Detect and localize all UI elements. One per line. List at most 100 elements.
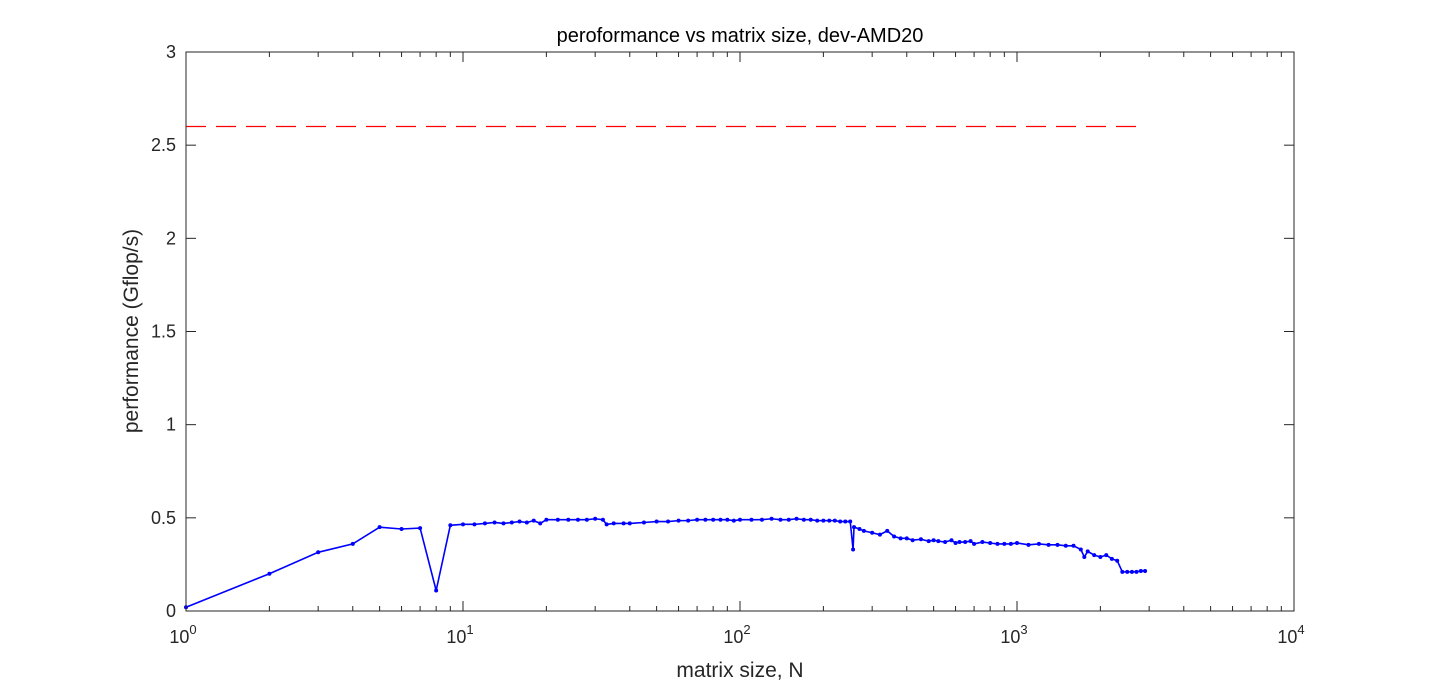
data-point — [936, 539, 941, 544]
data-point — [801, 517, 806, 522]
data-point — [686, 518, 691, 523]
x-axis-title: matrix size, N — [676, 659, 803, 682]
data-point — [492, 520, 497, 525]
data-point — [943, 540, 948, 545]
x-tick-label: 102 — [723, 622, 750, 647]
data-point — [711, 517, 716, 522]
data-point — [377, 525, 382, 530]
data-point — [759, 517, 764, 522]
data-point — [725, 517, 730, 522]
data-point — [1015, 540, 1019, 545]
data-point — [509, 520, 514, 525]
data-point — [1082, 554, 1087, 559]
x-tick-label: 100 — [169, 622, 196, 647]
y-tick-label: 3 — [166, 42, 176, 62]
data-point — [1026, 542, 1031, 547]
data-point — [1109, 556, 1114, 561]
data-point — [544, 517, 549, 522]
data-point — [980, 540, 985, 545]
data-point — [1055, 542, 1060, 547]
data-point — [517, 519, 522, 524]
data-point — [531, 518, 536, 523]
x-tick-label: 101 — [446, 622, 473, 647]
data-point — [703, 517, 708, 522]
data-point — [566, 517, 571, 522]
data-point — [885, 528, 890, 533]
data-point — [1134, 569, 1139, 574]
data-point — [448, 523, 453, 528]
data-point — [627, 521, 632, 526]
y-tick-label: 1 — [166, 415, 176, 435]
data-point — [604, 522, 609, 527]
data-point — [848, 519, 853, 524]
data-point — [957, 540, 962, 545]
data-point — [827, 518, 832, 523]
data-point — [1046, 542, 1051, 547]
y-tick-label: 1.5 — [151, 322, 176, 342]
data-point — [904, 536, 909, 541]
y-tick-label: 0 — [166, 601, 176, 621]
data-point — [575, 517, 580, 522]
data-point — [808, 517, 813, 522]
data-point — [926, 539, 931, 544]
data-point — [843, 519, 848, 524]
chart-title: peroformance vs matrix size, dev-AMD20 — [557, 25, 924, 47]
data-point — [654, 519, 659, 524]
data-point — [482, 521, 487, 526]
data-point — [972, 541, 977, 546]
data-point — [1063, 543, 1068, 548]
data-point — [1078, 547, 1083, 552]
data-point — [1120, 569, 1125, 574]
data-point — [769, 516, 774, 521]
data-point — [995, 541, 1000, 546]
data-point — [538, 521, 543, 526]
data-point — [738, 517, 742, 522]
data-point — [953, 540, 958, 545]
data-point — [600, 517, 605, 522]
data-point — [524, 520, 529, 525]
data-point — [963, 540, 968, 545]
data-point — [434, 588, 439, 593]
data-point — [918, 537, 923, 542]
data-point — [641, 520, 646, 525]
data-point — [316, 550, 321, 555]
data-point — [857, 527, 862, 532]
data-point — [988, 540, 993, 545]
data-point — [1129, 569, 1134, 574]
x-tick-label: 104 — [1277, 622, 1304, 647]
data-point — [731, 518, 736, 523]
data-point — [1008, 541, 1013, 546]
data-point — [555, 517, 560, 522]
data-point — [1085, 549, 1090, 554]
data-point — [1092, 553, 1097, 558]
data-point — [1143, 568, 1148, 573]
data-point — [910, 538, 915, 543]
data-point — [931, 538, 936, 543]
data-point — [1071, 543, 1076, 548]
data-point — [399, 527, 404, 532]
data-point — [418, 526, 423, 531]
y-tick-label: 2.5 — [151, 135, 176, 155]
data-point — [1002, 541, 1007, 546]
data-point — [1104, 553, 1109, 558]
data-point — [786, 517, 791, 522]
data-point — [821, 518, 826, 523]
data-point — [1115, 558, 1120, 563]
data-point — [584, 517, 589, 522]
data-point — [1036, 541, 1041, 546]
data-point — [718, 517, 723, 522]
data-point — [778, 517, 783, 522]
data-point — [611, 521, 616, 526]
data-point — [898, 536, 903, 541]
data-point — [1098, 554, 1103, 559]
y-tick-label: 0.5 — [151, 508, 176, 528]
data-point — [852, 525, 857, 530]
data-point — [267, 571, 272, 576]
y-axis-title: performance (Gflop/s) — [120, 229, 143, 433]
data-point — [1138, 568, 1143, 573]
data-point — [461, 522, 465, 527]
data-point — [695, 517, 700, 522]
data-point — [1125, 569, 1130, 574]
data-point — [861, 528, 866, 533]
